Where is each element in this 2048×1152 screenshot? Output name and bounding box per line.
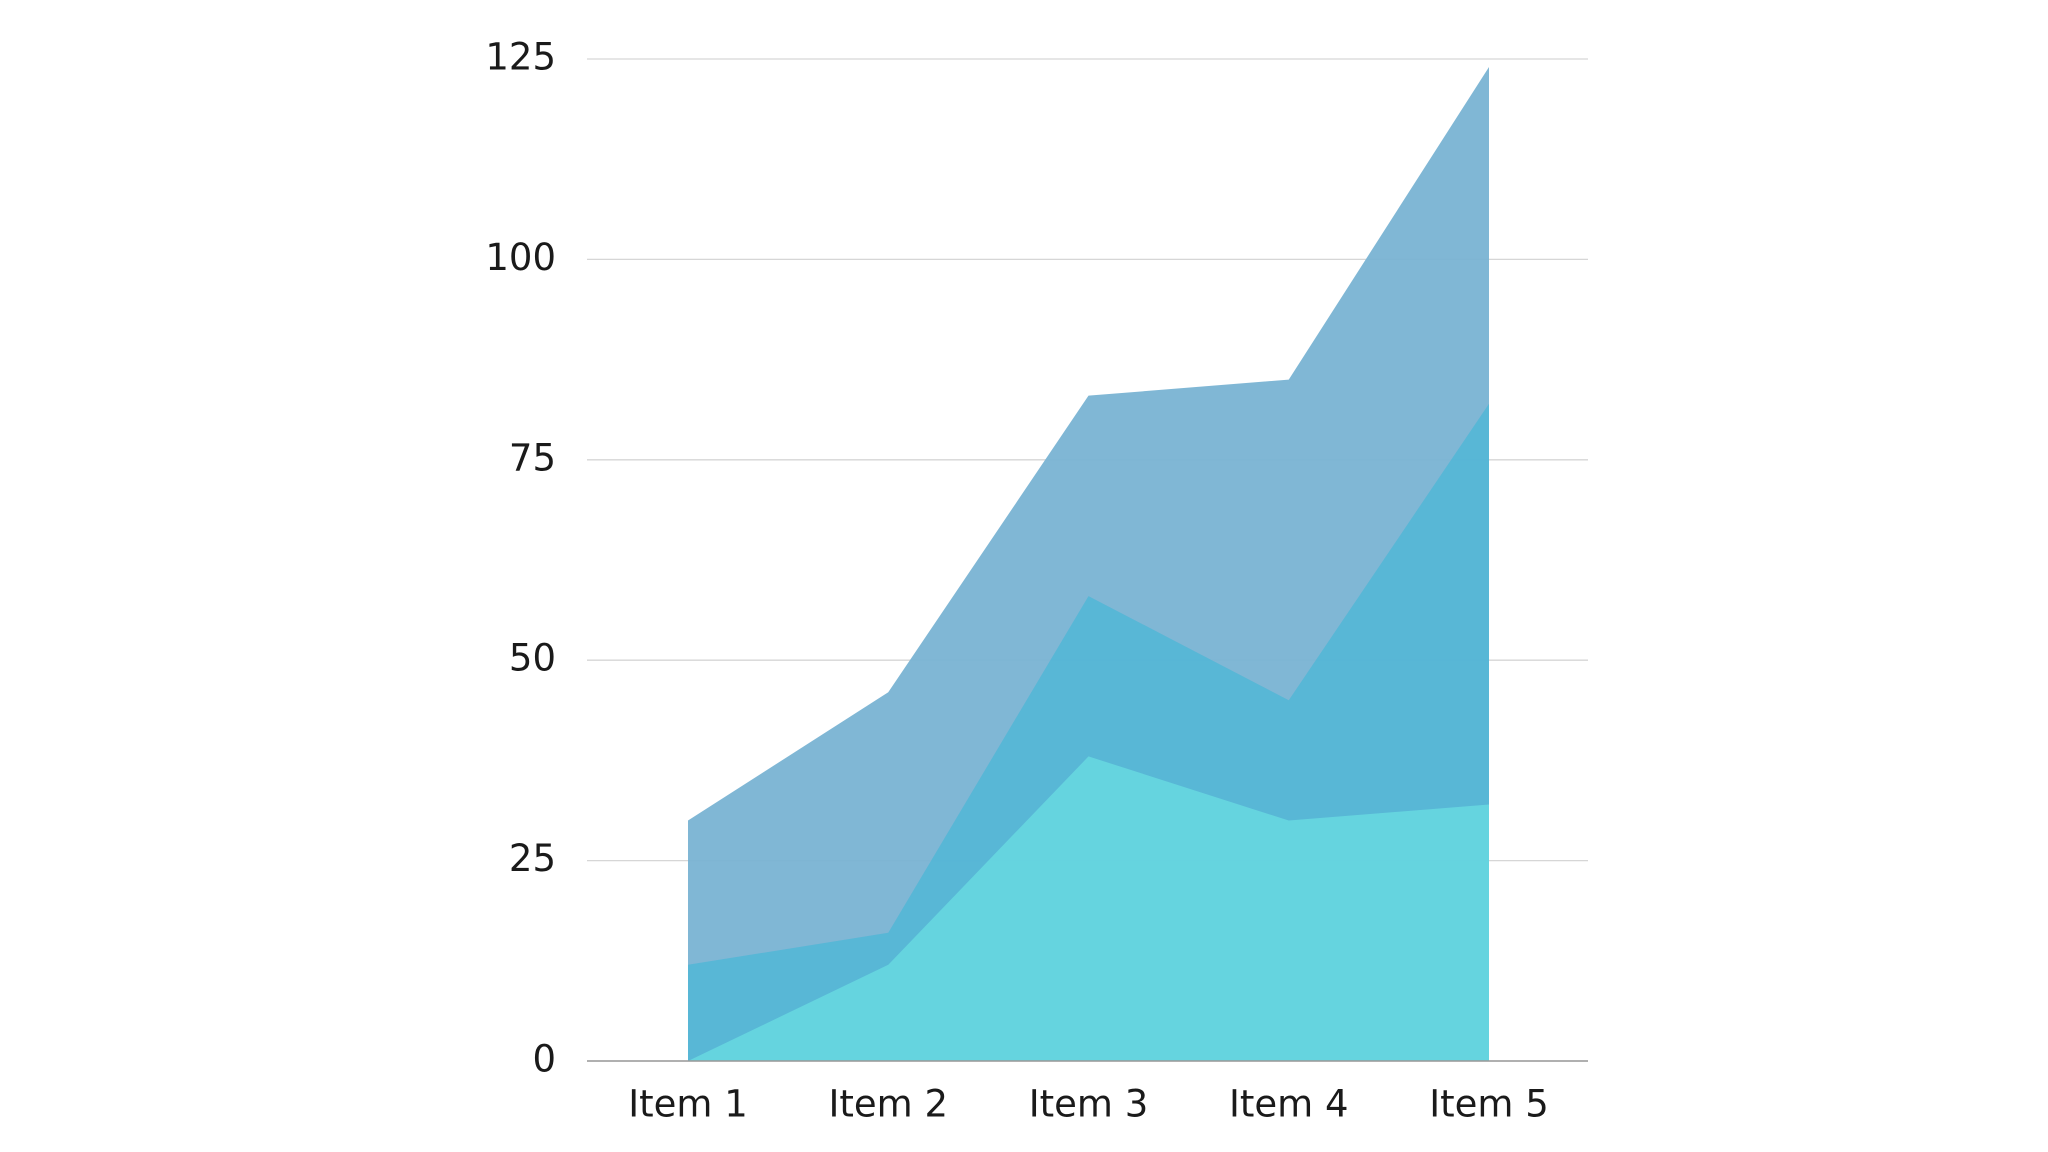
y-tick-label: 25 [509,837,556,880]
x-tick-label: Item 2 [828,1083,948,1126]
x-tick-label: Item 4 [1229,1083,1349,1126]
y-tick-label: 75 [509,436,556,479]
x-tick-label: Item 3 [1029,1083,1149,1126]
y-tick-label: 50 [509,637,556,680]
y-tick-label: 100 [485,236,556,279]
y-tick-label: 0 [532,1038,556,1081]
area [688,756,1489,1061]
x-tick-label: Item 1 [628,1083,748,1126]
y-tick-label: 125 [485,36,556,79]
x-tick-label: Item 5 [1429,1083,1549,1126]
